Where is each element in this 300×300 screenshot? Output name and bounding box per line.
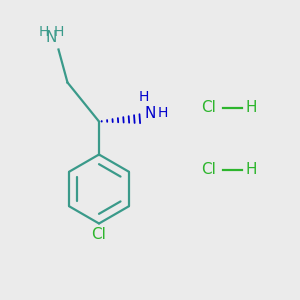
Text: N: N (46, 30, 57, 45)
Text: Cl: Cl (92, 227, 106, 242)
Text: H: H (38, 25, 49, 39)
Text: H: H (53, 25, 64, 39)
Text: H: H (139, 90, 149, 104)
Text: N: N (144, 106, 155, 121)
Text: Cl: Cl (201, 100, 216, 116)
Text: H: H (245, 100, 256, 116)
Text: H: H (158, 106, 169, 120)
Text: Cl: Cl (201, 162, 216, 177)
Text: H: H (245, 162, 256, 177)
